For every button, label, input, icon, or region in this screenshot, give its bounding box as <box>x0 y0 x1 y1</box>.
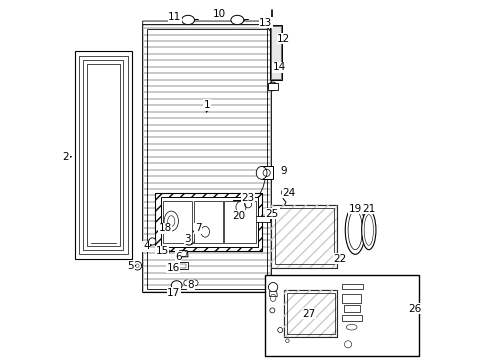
Text: 3: 3 <box>183 234 190 244</box>
Text: 9: 9 <box>280 166 286 176</box>
Ellipse shape <box>345 206 365 254</box>
Text: 8: 8 <box>187 280 194 291</box>
Polygon shape <box>75 51 132 258</box>
Ellipse shape <box>159 248 169 255</box>
Ellipse shape <box>183 229 195 245</box>
Ellipse shape <box>201 226 209 237</box>
Text: 11: 11 <box>168 13 181 22</box>
Text: 16: 16 <box>166 262 179 273</box>
Polygon shape <box>283 290 337 337</box>
Text: 2: 2 <box>62 152 69 162</box>
Bar <box>270 26 281 79</box>
Text: 7: 7 <box>194 223 201 233</box>
Text: 17: 17 <box>167 288 180 297</box>
Ellipse shape <box>165 222 172 229</box>
Text: 18: 18 <box>158 223 171 233</box>
Text: 25: 25 <box>265 209 279 219</box>
Text: 20: 20 <box>232 211 245 221</box>
Polygon shape <box>269 292 277 296</box>
Polygon shape <box>142 24 271 293</box>
Bar <box>264 275 418 356</box>
Text: 6: 6 <box>175 252 182 262</box>
Text: 12: 12 <box>277 34 290 44</box>
Polygon shape <box>179 251 188 257</box>
Ellipse shape <box>235 202 245 213</box>
Ellipse shape <box>268 82 276 91</box>
Polygon shape <box>160 197 258 247</box>
Text: 24: 24 <box>282 188 295 198</box>
Text: 27: 27 <box>302 309 315 319</box>
Bar <box>176 264 185 267</box>
Text: 10: 10 <box>212 9 225 19</box>
Bar <box>269 24 282 80</box>
Bar <box>224 201 255 243</box>
Text: 15: 15 <box>155 247 169 256</box>
Bar <box>341 284 363 289</box>
Polygon shape <box>267 83 277 90</box>
Text: 19: 19 <box>348 203 361 213</box>
Text: 23: 23 <box>241 193 254 203</box>
Ellipse shape <box>361 210 375 249</box>
Text: 21: 21 <box>362 203 375 213</box>
Ellipse shape <box>281 190 285 195</box>
Polygon shape <box>271 205 337 267</box>
Bar <box>343 305 359 312</box>
Text: 26: 26 <box>408 303 421 314</box>
Text: 13: 13 <box>259 18 272 28</box>
Bar <box>341 315 362 321</box>
Bar <box>197 225 213 239</box>
Bar <box>341 294 361 303</box>
Bar <box>193 201 223 243</box>
Text: 22: 22 <box>333 253 346 264</box>
Ellipse shape <box>133 261 142 270</box>
Ellipse shape <box>171 281 182 290</box>
Polygon shape <box>90 67 116 243</box>
Ellipse shape <box>192 280 198 286</box>
Ellipse shape <box>256 166 266 179</box>
Ellipse shape <box>181 15 194 24</box>
Ellipse shape <box>183 280 189 286</box>
Text: 1: 1 <box>203 100 210 110</box>
Text: 5: 5 <box>127 261 134 271</box>
Polygon shape <box>142 21 264 24</box>
Text: 4: 4 <box>142 241 149 251</box>
Ellipse shape <box>148 238 156 245</box>
Bar <box>175 262 188 269</box>
Bar <box>241 216 269 222</box>
Ellipse shape <box>230 15 244 24</box>
Text: 14: 14 <box>272 63 285 72</box>
Polygon shape <box>155 193 262 251</box>
Bar <box>233 200 250 215</box>
Ellipse shape <box>283 214 288 220</box>
Bar <box>163 201 192 243</box>
Ellipse shape <box>164 211 178 231</box>
Ellipse shape <box>268 283 277 292</box>
Polygon shape <box>261 166 272 179</box>
